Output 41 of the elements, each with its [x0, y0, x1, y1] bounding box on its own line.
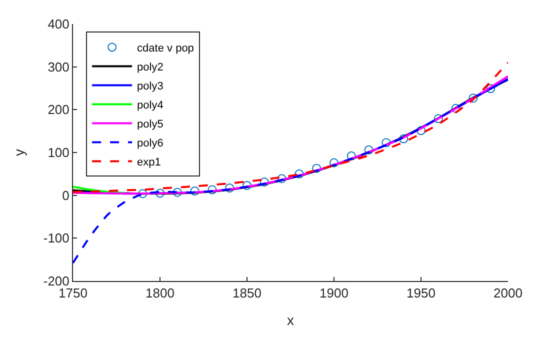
y-tick-label: 400	[48, 16, 70, 32]
point	[190, 186, 200, 196]
y-tick-label: 300	[48, 59, 70, 74]
x-tick-label: 1800	[146, 286, 174, 301]
y-tick-label: 100	[48, 145, 70, 160]
point	[242, 180, 252, 190]
x-axis-title: x	[287, 312, 294, 328]
point	[486, 84, 496, 94]
point	[172, 188, 182, 197]
y-tick-label: -100	[43, 230, 70, 246]
x-tick-label: 1950	[406, 286, 436, 301]
point	[312, 164, 322, 173]
point	[277, 174, 286, 184]
legend-label: poly6	[137, 138, 164, 150]
legend-label: cdate v pop	[137, 42, 194, 54]
point	[225, 184, 234, 193]
legend-label: exp1	[137, 156, 161, 168]
point	[416, 126, 426, 136]
x-tick-label: 1850	[232, 286, 262, 301]
point	[208, 185, 217, 194]
y-tick-label: 200	[48, 102, 70, 118]
x-tick-label: 2000	[494, 286, 522, 301]
line-series	[73, 186, 126, 194]
point	[468, 94, 478, 103]
point	[434, 114, 443, 124]
point	[294, 169, 304, 178]
point	[138, 189, 148, 198]
legend-label: poly4	[137, 100, 164, 112]
y-axis-title: y	[10, 149, 27, 156]
legend-label: poly3	[137, 80, 164, 92]
point	[346, 151, 356, 160]
x-tick-label: 1900	[320, 286, 348, 301]
y-tick-label: 0	[62, 188, 70, 203]
legend-label: poly2	[137, 62, 164, 74]
point	[382, 138, 391, 148]
legend-label: poly5	[137, 118, 164, 130]
point	[156, 188, 164, 198]
point	[399, 134, 408, 144]
point	[330, 158, 338, 168]
point	[260, 178, 269, 187]
point	[364, 145, 374, 154]
